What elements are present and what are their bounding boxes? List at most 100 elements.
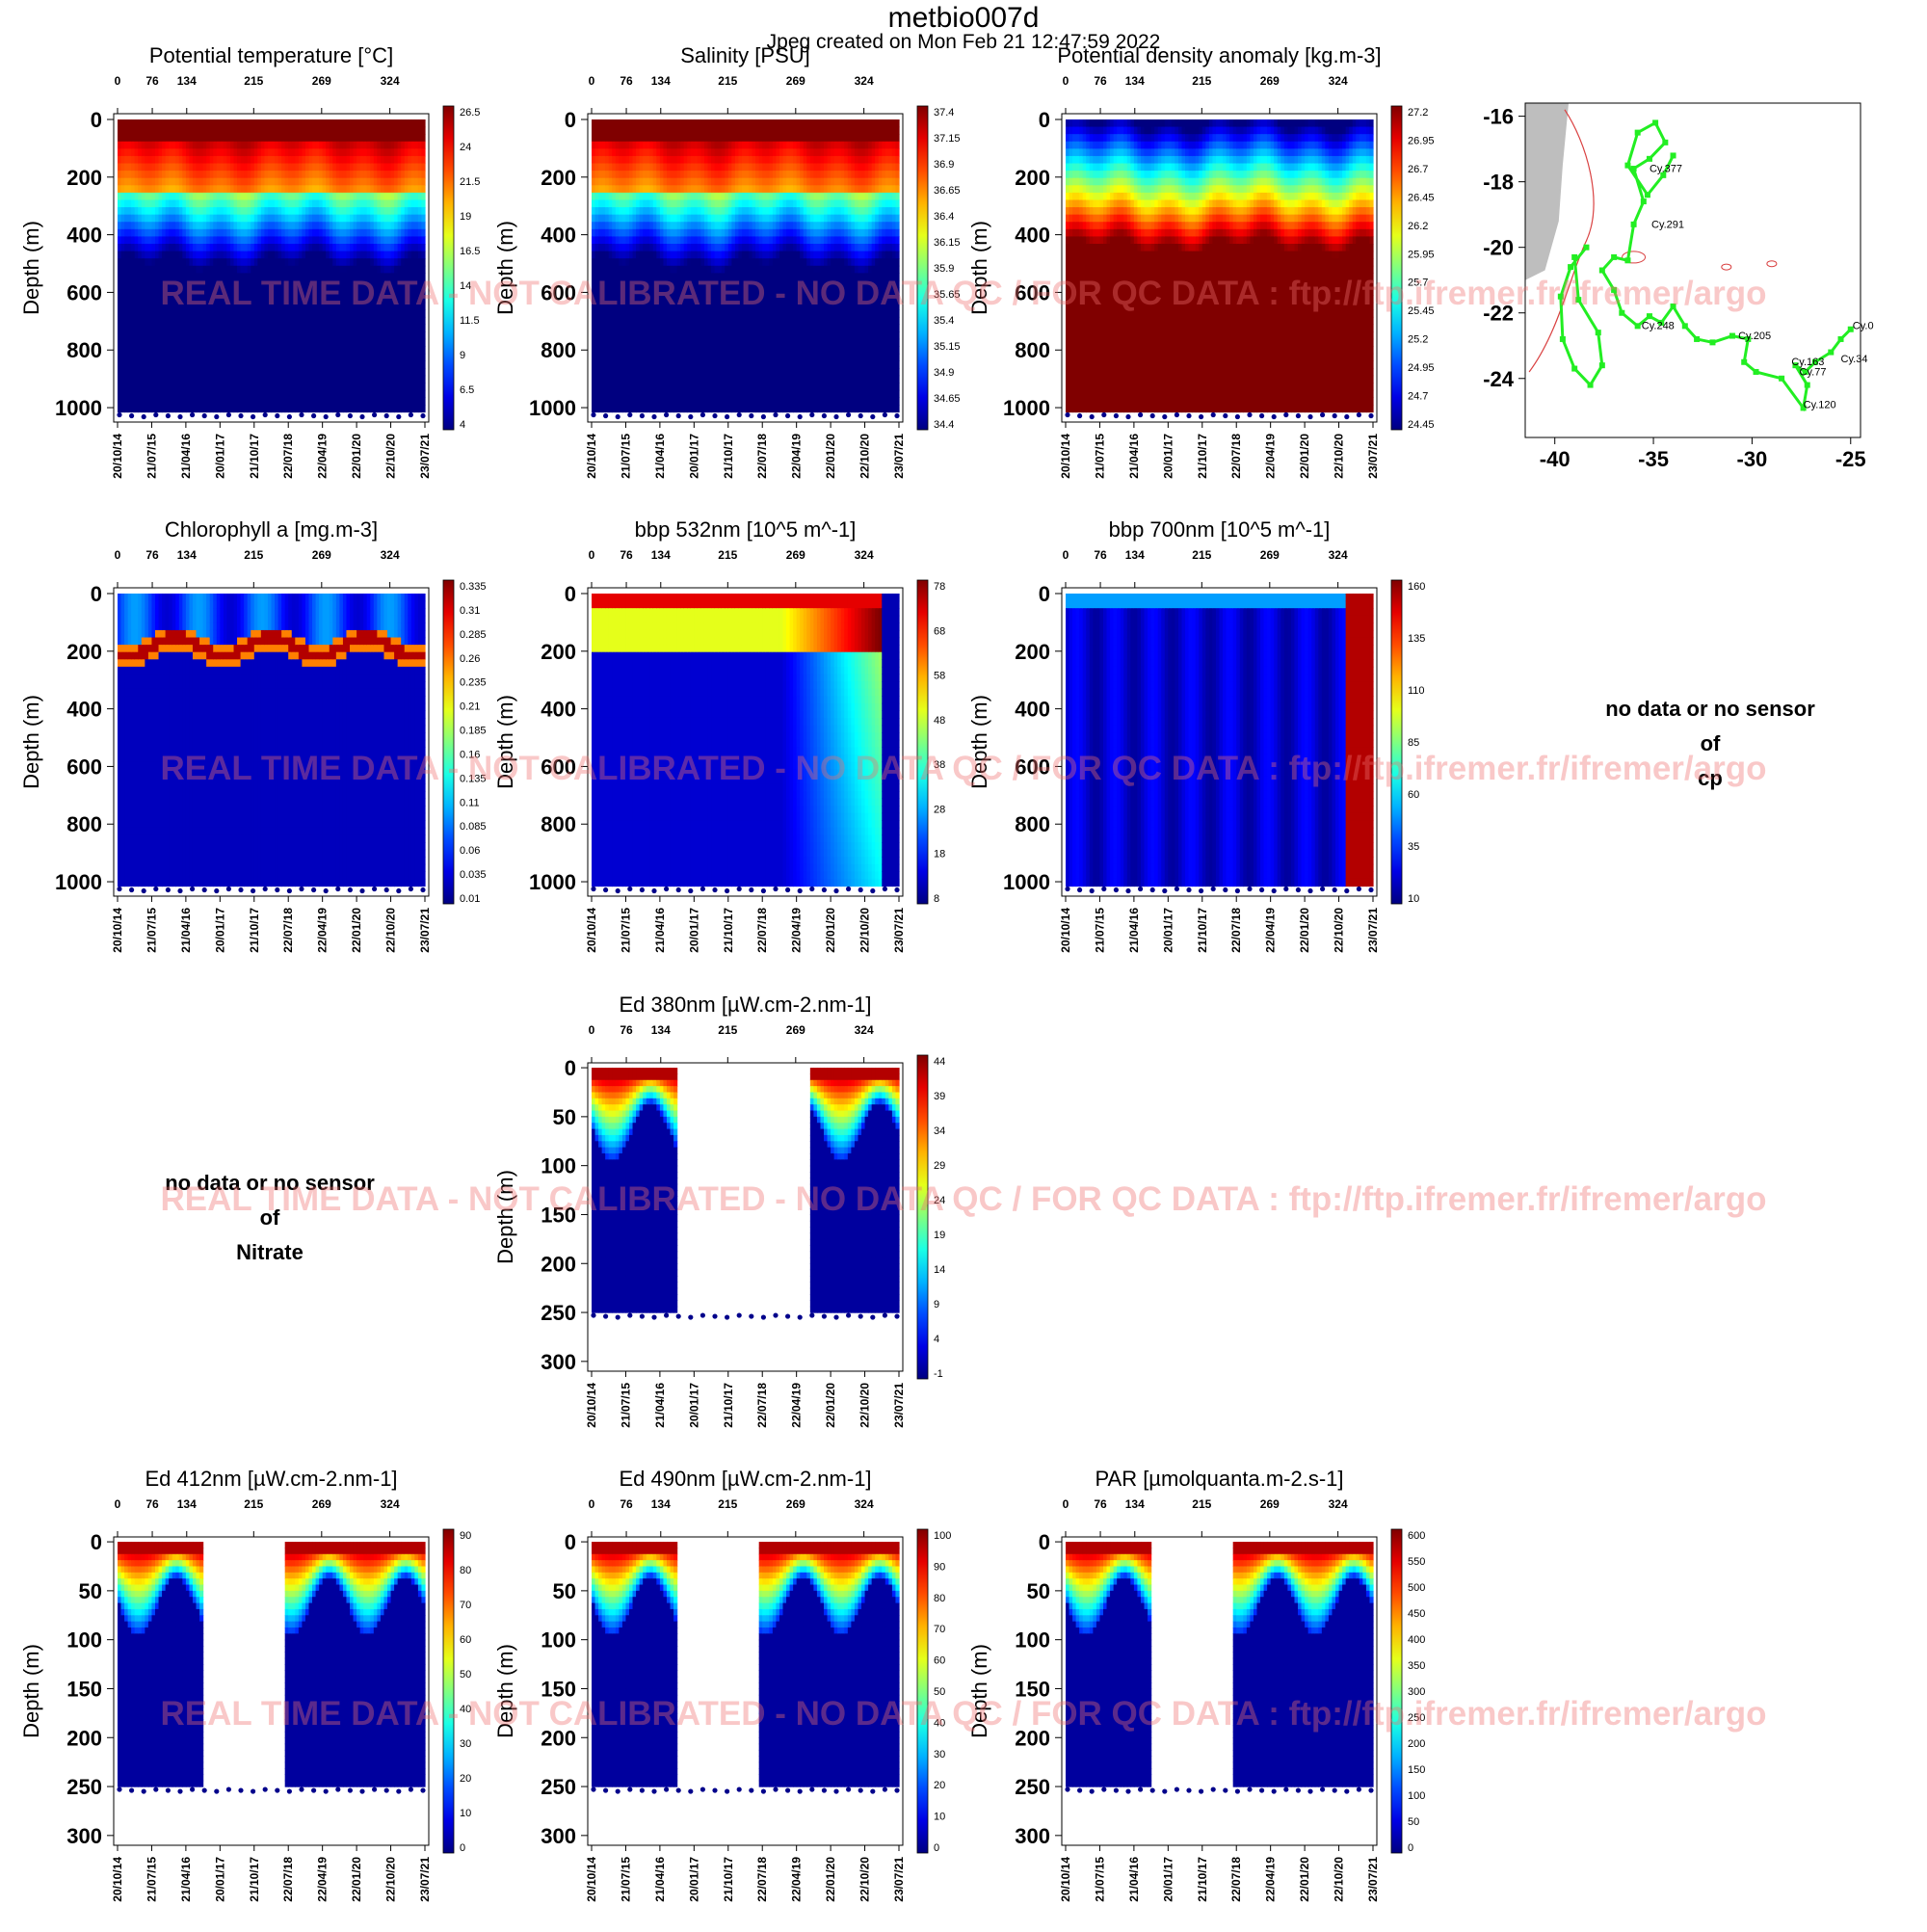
heatmap-cell [145, 244, 148, 251]
heatmap-cell [151, 236, 155, 244]
heatmap-cell [206, 134, 210, 142]
heatmap-cell [189, 273, 193, 280]
heatmap-cell [131, 207, 135, 215]
heatmap-cell [193, 346, 197, 354]
heatmap-cell [159, 324, 163, 331]
heatmap-cell [148, 346, 152, 354]
heatmap-cell [206, 119, 210, 127]
heatmap-cell [203, 119, 207, 127]
heatmap-cell [159, 185, 163, 193]
heatmap-cell [148, 171, 152, 178]
heatmap-cell [213, 397, 217, 405]
heatmap-cell [186, 215, 190, 223]
heatmap-cell [145, 236, 148, 244]
heatmap-cell [172, 339, 176, 347]
heatmap-cell [182, 339, 186, 347]
heatmap-cell [193, 134, 197, 142]
heatmap-cell [135, 376, 139, 384]
heatmap-cell [121, 229, 125, 237]
heatmap-cell [206, 236, 210, 244]
heatmap-cell [159, 331, 163, 339]
heatmap-cell [131, 164, 135, 172]
heatmap-cell [148, 222, 152, 229]
heatmap-cell [135, 207, 139, 215]
heatmap-cell [210, 390, 214, 398]
heatmap-cell [124, 397, 128, 405]
top-tick-label-temp: 215 [244, 74, 263, 88]
heatmap-cell [124, 229, 128, 237]
heatmap-cell [151, 193, 155, 200]
heatmap-cell [179, 193, 183, 200]
heatmap-cell [220, 383, 224, 390]
heatmap-cell [128, 360, 132, 368]
chart-title-temp: Potential temperature [°C] [149, 43, 393, 67]
heatmap-cell [172, 266, 176, 274]
heatmap-cell [197, 222, 200, 229]
heatmap-cell [175, 251, 179, 259]
heatmap-cell [151, 148, 155, 156]
heatmap-cell [155, 199, 159, 207]
heatmap-cell [210, 127, 214, 135]
heatmap-cell [193, 383, 197, 390]
heatmap-field-temp [118, 119, 426, 412]
heatmap-cell [197, 339, 200, 347]
heatmap-cell [148, 127, 152, 135]
heatmap-cell [155, 405, 159, 412]
heatmap-cell [210, 171, 214, 178]
heatmap-cell [186, 251, 190, 259]
heatmap-cell [135, 258, 139, 266]
heatmap-cell [189, 236, 193, 244]
heatmap-cell [121, 156, 125, 164]
heatmap-cell [199, 193, 203, 200]
heatmap-cell [220, 324, 224, 331]
heatmap-cell [210, 229, 214, 237]
heatmap-cell [155, 119, 159, 127]
heatmap-cell [155, 383, 159, 390]
heatmap-cell [166, 229, 170, 237]
heatmap-cell [155, 368, 159, 376]
heatmap-cell [210, 303, 214, 310]
heatmap-cell [186, 376, 190, 384]
heatmap-cell [145, 405, 148, 412]
heatmap-cell [138, 134, 142, 142]
heatmap-cell [159, 405, 163, 412]
heatmap-cell [121, 390, 125, 398]
heatmap-cell [210, 405, 214, 412]
heatmap-cell [179, 288, 183, 296]
heatmap-cell [169, 229, 172, 237]
heatmap-cell [197, 368, 200, 376]
heatmap-cell [145, 390, 148, 398]
heatmap-cell [175, 360, 179, 368]
heatmap-cell [142, 303, 145, 310]
heatmap-cell [213, 273, 217, 280]
heatmap-cell [213, 354, 217, 361]
heatmap-cell [186, 199, 190, 207]
heatmap-cell [193, 199, 197, 207]
heatmap-cell [220, 376, 224, 384]
heatmap-cell [175, 383, 179, 390]
heatmap-cell [145, 324, 148, 331]
heatmap-cell [206, 346, 210, 354]
heatmap-cell [138, 127, 142, 135]
heatmap-cell [206, 273, 210, 280]
heatmap-cell [210, 266, 214, 274]
heatmap-cell [186, 339, 190, 347]
heatmap-cell [175, 142, 179, 149]
heatmap-cell [121, 303, 125, 310]
heatmap-cell [159, 258, 163, 266]
heatmap-cell [155, 229, 159, 237]
heatmap-cell [182, 236, 186, 244]
heatmap-cell [217, 280, 221, 288]
heatmap-cell [159, 222, 163, 229]
heatmap-cell [118, 236, 121, 244]
heatmap-cell [162, 295, 166, 303]
heatmap-cell [199, 142, 203, 149]
heatmap-cell [124, 368, 128, 376]
heatmap-cell [182, 383, 186, 390]
heatmap-cell [162, 178, 166, 186]
heatmap-cell [159, 280, 163, 288]
heatmap-cell [159, 148, 163, 156]
heatmap-cell [197, 236, 200, 244]
heatmap-cell [135, 397, 139, 405]
heatmap-cell [124, 295, 128, 303]
